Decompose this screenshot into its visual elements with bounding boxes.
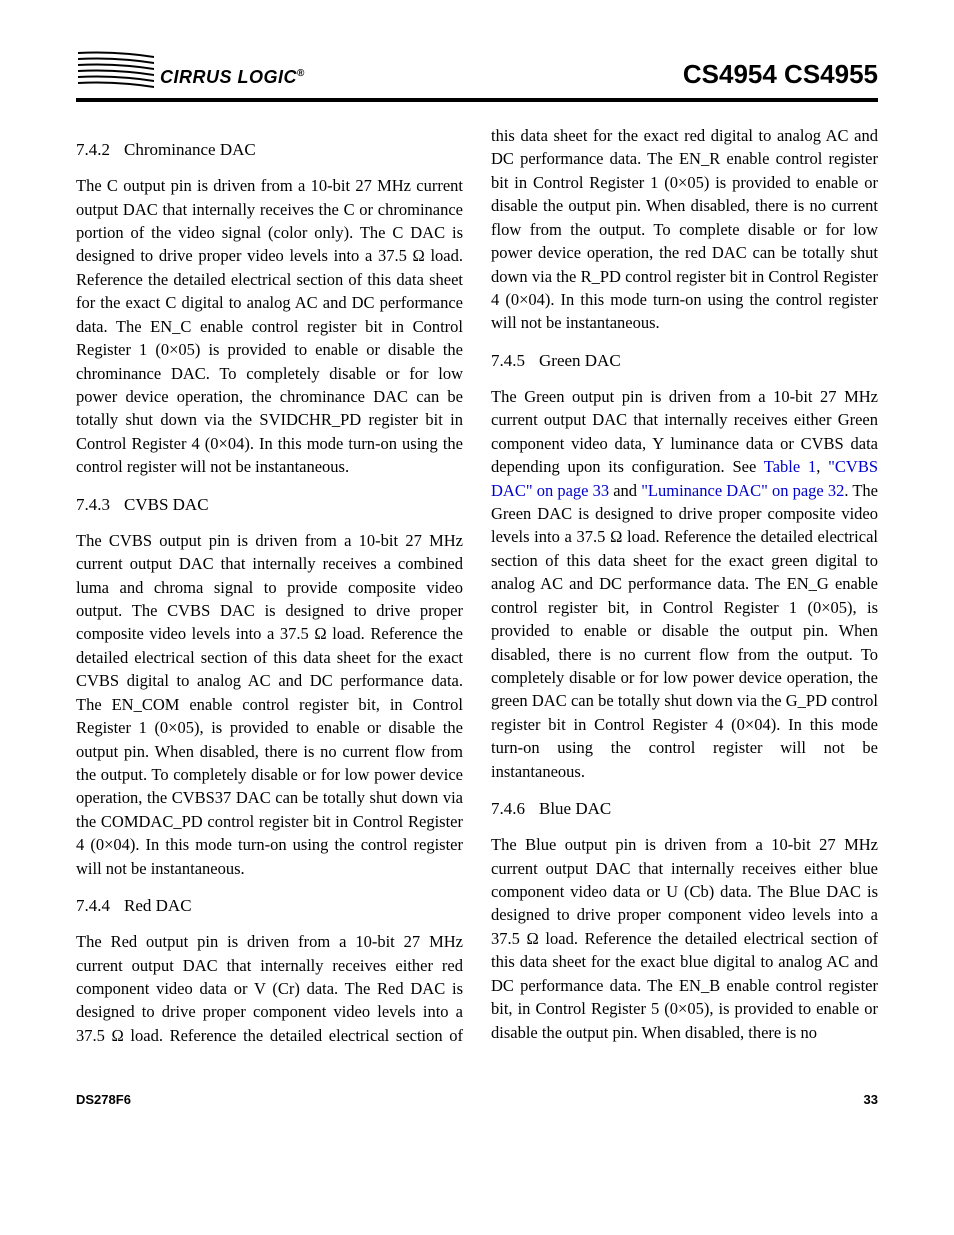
header-divider	[76, 98, 878, 102]
section-heading-cvbs-dac: 7.4.3 CVBS DAC	[76, 493, 463, 517]
section-body: The C output pin is driven from a 10-bit…	[76, 174, 463, 478]
section-body: The Green output pin is driven from a 10…	[491, 385, 878, 783]
section-number: 7.4.5	[491, 351, 525, 370]
doc-id: DS278F6	[76, 1092, 131, 1107]
section-heading-red-dac: 7.4.4 Red DAC	[76, 894, 463, 918]
page-number: 33	[864, 1092, 878, 1107]
section-title: Green DAC	[539, 351, 621, 370]
section-title: Red DAC	[124, 896, 192, 915]
link-luminance-dac[interactable]: "Luminance DAC" on page 32	[641, 481, 844, 500]
product-title: CS4954 CS4955	[683, 59, 878, 90]
company-name: CIRRUS LOGIC®	[160, 67, 305, 88]
section-heading-blue-dac: 7.4.6 Blue DAC	[491, 797, 878, 821]
section-title: Blue DAC	[539, 799, 611, 818]
section-title: CVBS DAC	[124, 495, 209, 514]
section-number: 7.4.2	[76, 140, 110, 159]
body-text: and	[609, 481, 641, 500]
section-body: The CVBS output pin is driven from a 10-…	[76, 529, 463, 880]
section-number: 7.4.3	[76, 495, 110, 514]
link-table-1[interactable]: Table 1	[764, 457, 816, 476]
page-header: CIRRUS LOGIC® CS4954 CS4955	[76, 48, 878, 90]
section-number: 7.4.4	[76, 896, 110, 915]
body-text: ,	[816, 457, 828, 476]
company-logo: CIRRUS LOGIC®	[76, 48, 305, 90]
body-columns: 7.4.2 Chrominance DAC The C output pin is…	[76, 124, 878, 1052]
body-text: . The Green DAC is designed to drive pro…	[491, 481, 878, 781]
section-heading-chrominance-dac: 7.4.2 Chrominance DAC	[76, 138, 463, 162]
section-heading-green-dac: 7.4.5 Green DAC	[491, 349, 878, 373]
page-footer: DS278F6 33	[76, 1092, 878, 1107]
section-number: 7.4.6	[491, 799, 525, 818]
logo-sweep-icon	[76, 48, 156, 90]
section-title: Chrominance DAC	[124, 140, 256, 159]
section-body: The Blue output pin is driven from a 10-…	[491, 833, 878, 1044]
